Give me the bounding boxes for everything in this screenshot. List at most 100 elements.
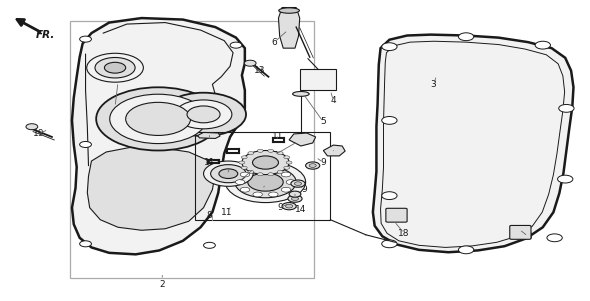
Circle shape	[382, 116, 397, 124]
Text: 20: 20	[257, 185, 268, 194]
Text: 8: 8	[206, 211, 212, 220]
Circle shape	[382, 192, 397, 200]
Circle shape	[281, 172, 291, 177]
Circle shape	[281, 187, 291, 192]
Circle shape	[225, 162, 306, 203]
Circle shape	[382, 240, 397, 248]
Circle shape	[244, 60, 256, 66]
Circle shape	[161, 93, 246, 136]
Circle shape	[219, 169, 238, 178]
Circle shape	[248, 170, 254, 173]
Circle shape	[175, 100, 232, 129]
Circle shape	[241, 156, 247, 159]
Circle shape	[547, 234, 562, 242]
Circle shape	[187, 106, 220, 123]
Polygon shape	[198, 132, 220, 138]
Text: 16: 16	[109, 102, 121, 111]
Text: 18: 18	[398, 229, 410, 238]
Text: 10: 10	[233, 178, 245, 187]
Circle shape	[253, 192, 263, 197]
Circle shape	[289, 191, 301, 197]
Circle shape	[282, 203, 296, 210]
Circle shape	[248, 173, 283, 191]
Circle shape	[268, 173, 274, 176]
Circle shape	[257, 173, 263, 176]
Circle shape	[204, 161, 253, 186]
Circle shape	[240, 187, 250, 192]
Circle shape	[559, 104, 574, 112]
Text: FR.: FR.	[35, 30, 55, 40]
Text: 2: 2	[159, 280, 165, 289]
Bar	[70, 21, 314, 278]
Circle shape	[309, 164, 316, 167]
Circle shape	[286, 161, 292, 164]
Circle shape	[284, 166, 290, 169]
Circle shape	[104, 62, 126, 73]
Circle shape	[235, 180, 245, 185]
Circle shape	[230, 42, 242, 48]
Circle shape	[80, 141, 91, 147]
Text: 3: 3	[431, 80, 437, 89]
Circle shape	[235, 166, 296, 198]
Circle shape	[87, 53, 143, 82]
Circle shape	[535, 41, 550, 49]
Text: 11: 11	[204, 158, 215, 167]
Text: 11: 11	[221, 208, 233, 217]
Circle shape	[268, 167, 278, 172]
Text: 6: 6	[271, 38, 277, 47]
Text: 13: 13	[254, 66, 266, 75]
Text: 9: 9	[277, 203, 283, 212]
Circle shape	[80, 241, 91, 247]
Ellipse shape	[279, 8, 299, 13]
Text: 15: 15	[289, 191, 301, 200]
Text: 4: 4	[330, 96, 336, 105]
Circle shape	[253, 167, 263, 172]
Polygon shape	[278, 8, 300, 48]
Circle shape	[26, 124, 38, 130]
Circle shape	[242, 150, 289, 175]
Circle shape	[382, 43, 397, 51]
Circle shape	[277, 152, 283, 155]
Text: 14: 14	[295, 205, 307, 214]
Text: 19: 19	[32, 129, 44, 138]
Polygon shape	[323, 145, 345, 156]
Bar	[300, 69, 336, 90]
Circle shape	[80, 36, 91, 42]
Circle shape	[248, 152, 254, 155]
Text: 9: 9	[301, 185, 307, 194]
Circle shape	[211, 165, 246, 183]
Circle shape	[257, 149, 263, 152]
Text: 7: 7	[271, 150, 277, 160]
Circle shape	[95, 57, 135, 78]
Circle shape	[291, 197, 299, 200]
FancyBboxPatch shape	[386, 208, 407, 222]
Text: 11: 11	[271, 132, 283, 141]
FancyBboxPatch shape	[510, 225, 531, 239]
Circle shape	[126, 102, 191, 135]
Circle shape	[268, 149, 274, 152]
Circle shape	[268, 192, 278, 197]
Circle shape	[277, 170, 283, 173]
Circle shape	[288, 195, 302, 202]
Circle shape	[286, 204, 293, 208]
Ellipse shape	[293, 92, 309, 96]
Text: 18: 18	[522, 232, 534, 241]
Circle shape	[110, 94, 206, 144]
Circle shape	[291, 180, 305, 187]
Polygon shape	[373, 35, 573, 252]
Circle shape	[306, 162, 320, 169]
Polygon shape	[87, 147, 215, 230]
Text: 17: 17	[204, 132, 215, 141]
Circle shape	[558, 175, 573, 183]
Polygon shape	[72, 18, 245, 254]
Bar	[195, 132, 330, 220]
Text: 9: 9	[320, 158, 326, 167]
Circle shape	[240, 172, 250, 177]
Circle shape	[284, 156, 290, 159]
Text: 21: 21	[221, 170, 233, 179]
Circle shape	[241, 166, 247, 169]
Circle shape	[96, 87, 220, 150]
Polygon shape	[289, 133, 316, 146]
Circle shape	[239, 161, 245, 164]
Text: 12: 12	[327, 149, 339, 158]
